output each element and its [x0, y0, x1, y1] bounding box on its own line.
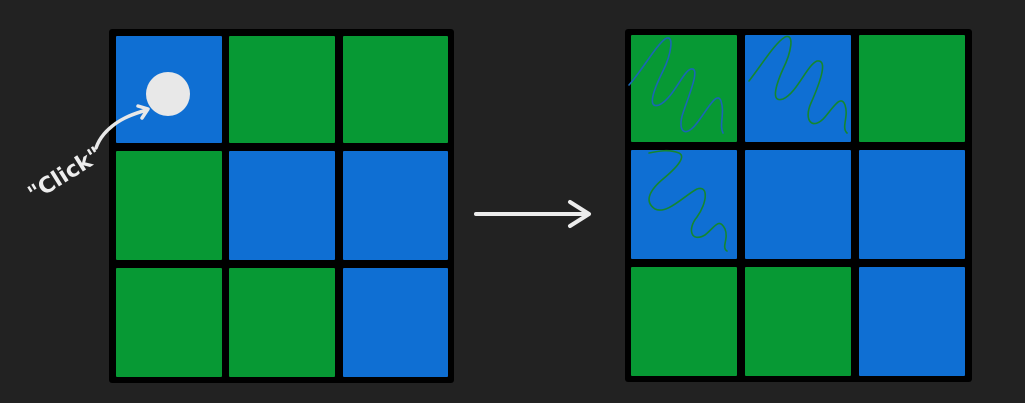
before-cell-2-2[interactable]	[343, 268, 448, 377]
right-arrow-icon	[474, 200, 591, 228]
after-cell-0-2[interactable]	[859, 35, 965, 142]
before-cell-1-2[interactable]	[343, 151, 448, 260]
before-cell-1-1[interactable]	[229, 151, 335, 260]
grid-before	[109, 29, 454, 383]
click-annotation: "Click"	[24, 72, 190, 208]
before-cell-0-2[interactable]	[343, 36, 448, 143]
before-cell-1-0[interactable]	[116, 151, 222, 260]
click-dot-icon	[146, 72, 190, 116]
after-cell-1-0[interactable]	[631, 150, 737, 259]
after-cell-2-0[interactable]	[631, 267, 737, 376]
after-cell-1-1[interactable]	[745, 150, 851, 259]
after-cell-2-1[interactable]	[745, 267, 851, 376]
before-cell-2-1[interactable]	[229, 268, 335, 377]
after-cell-0-1[interactable]	[745, 35, 851, 142]
after-cell-0-0[interactable]	[631, 35, 737, 142]
grid-after	[625, 29, 972, 382]
after-cell-1-2[interactable]	[859, 150, 965, 259]
click-pointer-line	[94, 108, 149, 150]
before-cell-0-1[interactable]	[229, 36, 335, 143]
after-cell-2-2[interactable]	[859, 267, 965, 376]
before-cell-2-0[interactable]	[116, 268, 222, 377]
click-pointer-arrowhead-icon	[136, 104, 150, 120]
click-label: "Click"	[24, 143, 107, 208]
